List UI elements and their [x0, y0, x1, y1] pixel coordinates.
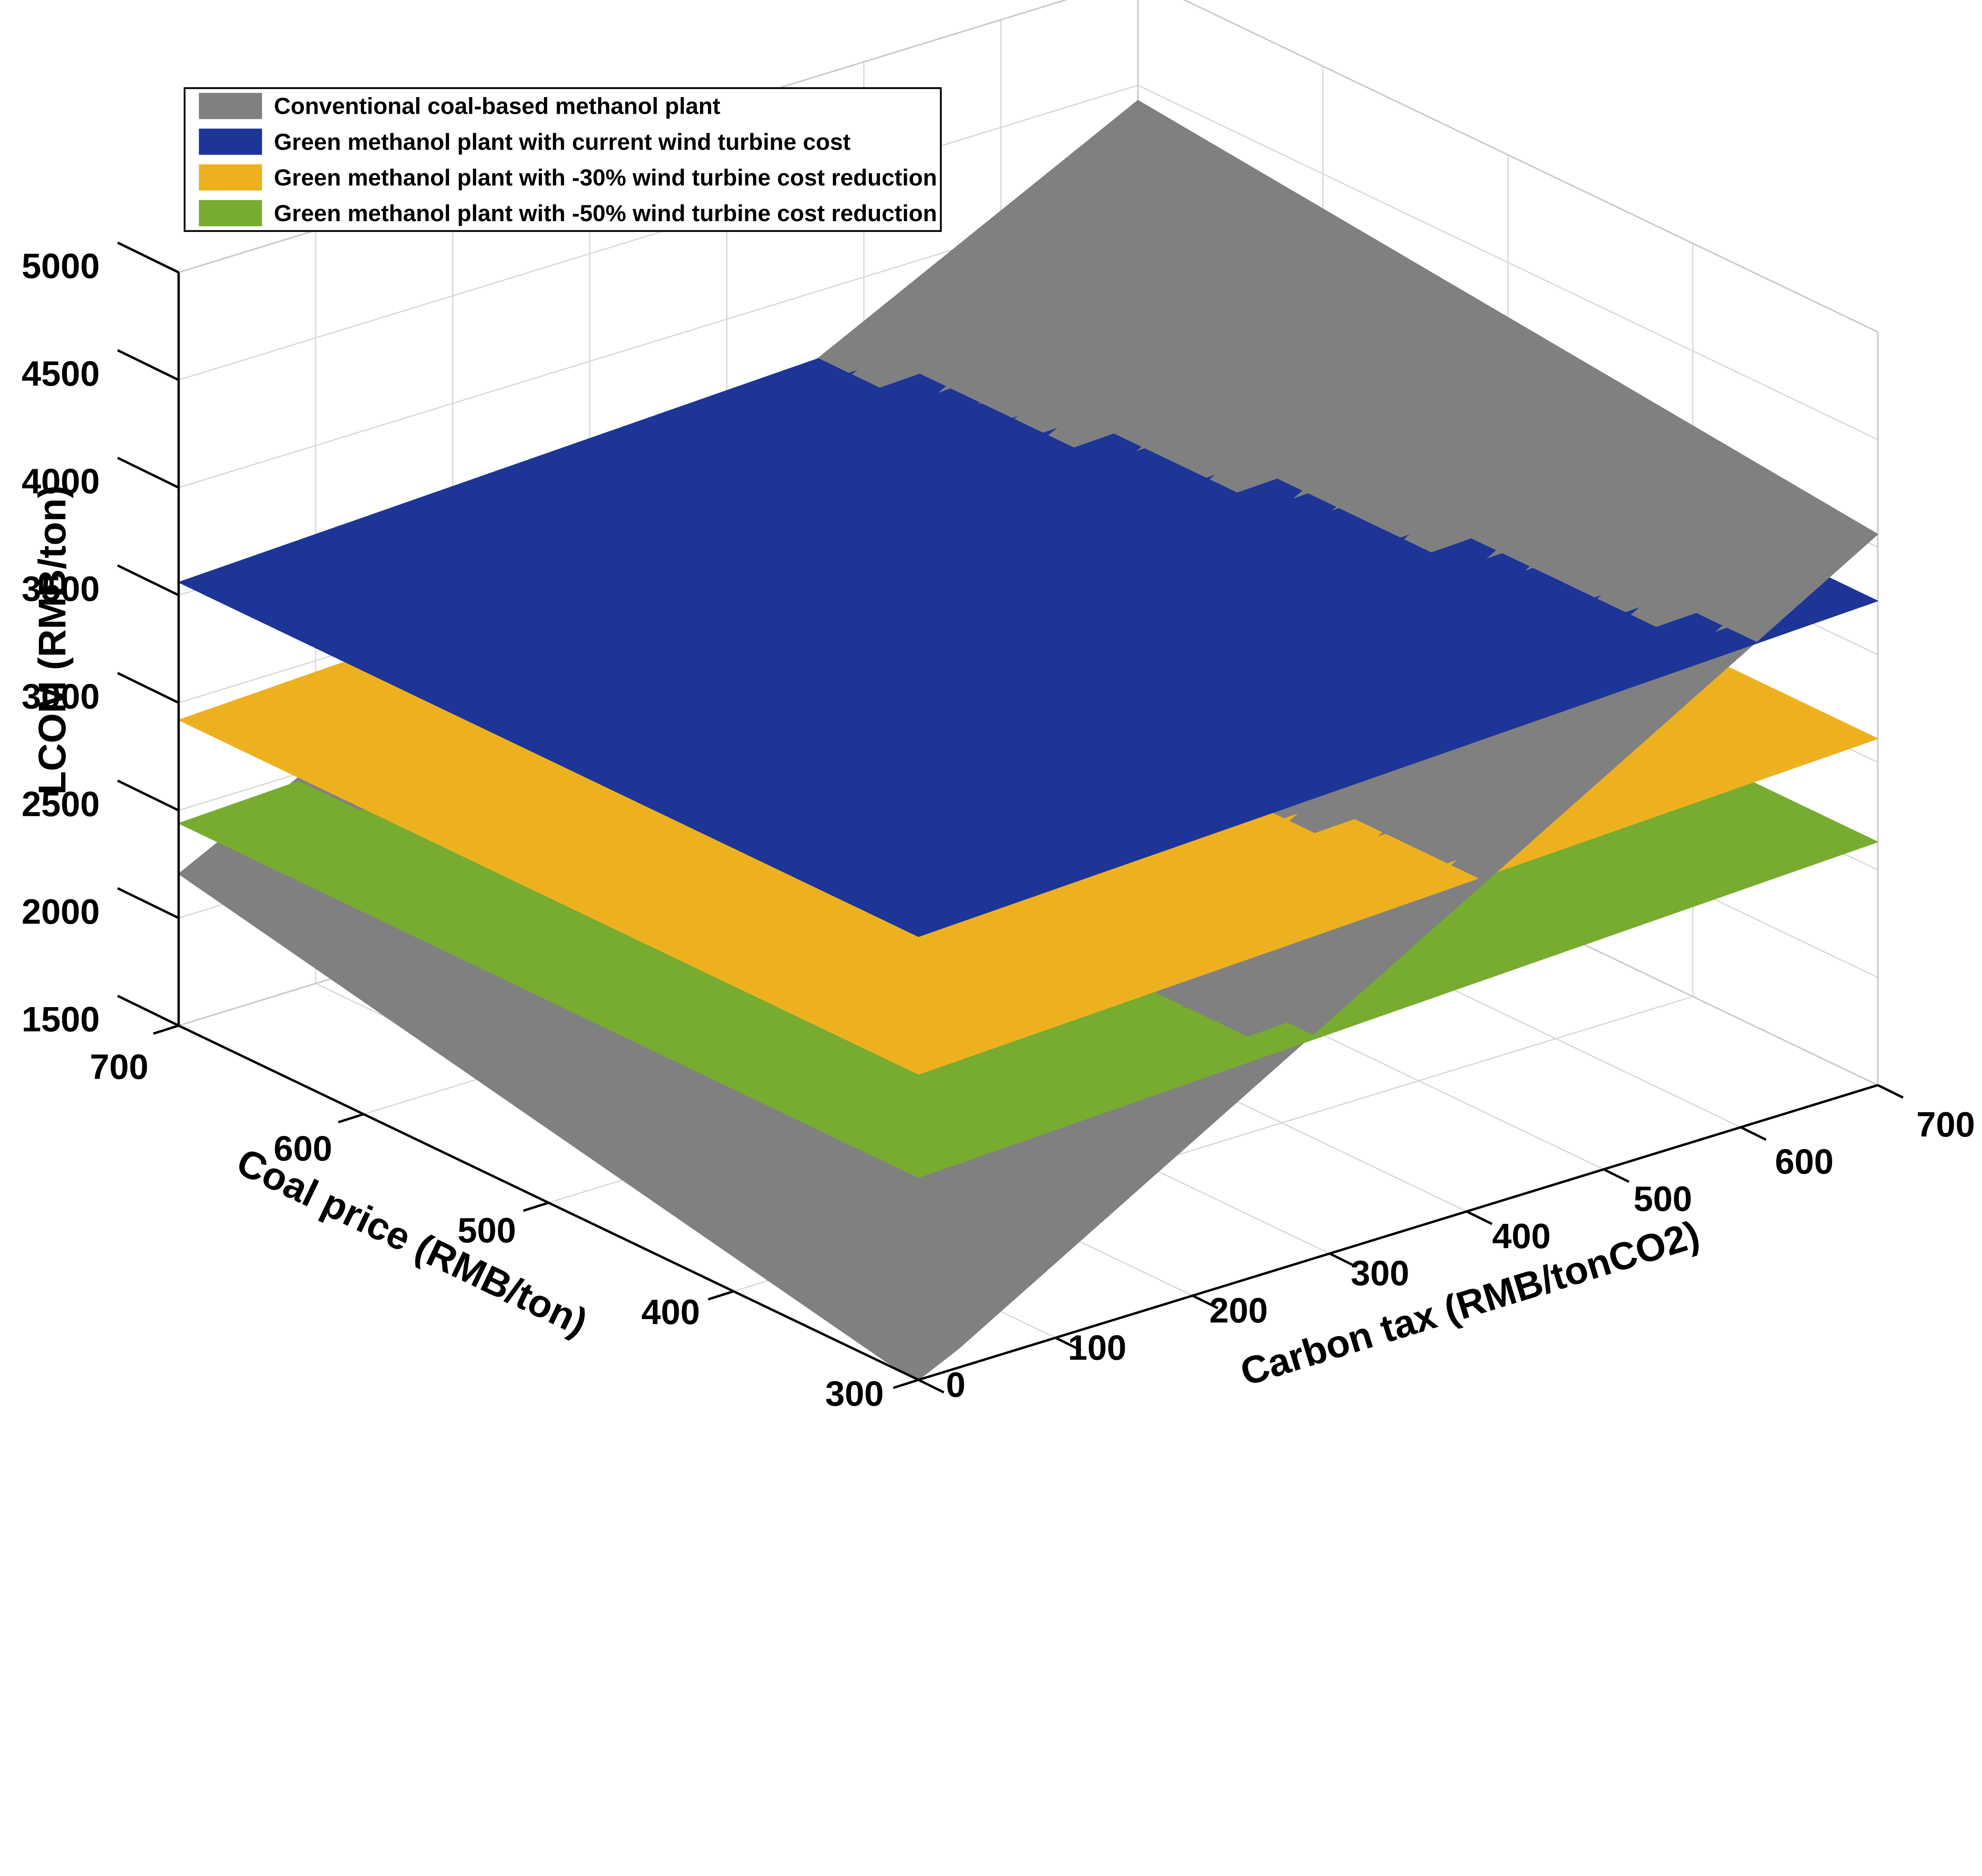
surface-patch: [887, 1045, 959, 1075]
grid-line: [918, 1084, 1878, 1381]
tick-label: 5000: [21, 247, 99, 286]
grid-line: [1182, 0, 1878, 333]
tick-label: 0: [946, 1365, 965, 1404]
grid-line: [117, 564, 179, 597]
legend-item-label: Green methanol plant with current wind t…: [274, 129, 851, 155]
grid-line: [178, 84, 1138, 381]
legend-item-label: Green methanol plant with -50% wind turb…: [274, 201, 937, 226]
grid-line: [1740, 1126, 1767, 1141]
tick-label: 200: [1209, 1291, 1268, 1330]
x-axis-title: Carbon tax (RMB/tonCO2): [1236, 1212, 1705, 1394]
tick-label: 700: [90, 1047, 149, 1086]
tick-label: 500: [457, 1211, 516, 1250]
tick-label: 1500: [21, 1000, 99, 1039]
tick-label: 400: [1492, 1216, 1551, 1256]
tick-label: 600: [274, 1129, 332, 1168]
tick-label: 2500: [21, 784, 99, 824]
grid-line: [117, 887, 179, 919]
legend-swatch: [199, 200, 262, 226]
grid-line: [523, 1201, 549, 1212]
surface-plot: 0 100 200 300 400 500 600 700 300 400 500 600 700 150…: [21, 0, 1975, 1409]
grid-line: [117, 672, 179, 704]
grid-line: [117, 779, 179, 812]
tick-label: 300: [1351, 1254, 1409, 1293]
legend-item-label: Conventional coal-based methanol plant: [274, 94, 720, 119]
grid-line: [1329, 1252, 1356, 1267]
tick-label: 400: [641, 1292, 700, 1331]
tick-label: 3000: [21, 677, 99, 716]
grid-line: [1055, 1337, 1081, 1352]
tick-label: 100: [1068, 1328, 1127, 1367]
tick-label: 600: [1775, 1142, 1834, 1181]
grid-line: [1138, 84, 1878, 440]
grid-line: [918, 1379, 945, 1394]
grid-line: [117, 994, 179, 1027]
legend-box: [184, 87, 942, 232]
z-axis-title: LCOM (RMB/ton): [31, 485, 74, 795]
figure-canvas: 0 100 200 300 400 500 600 700 300 400 500 600 700 150…: [21, 0, 1975, 1409]
surfaces: [178, 100, 1879, 1381]
surface-patch: [887, 1148, 959, 1178]
tick-label: 300: [825, 1374, 884, 1409]
legend: Conventional coal-based methanol plant Gr…: [184, 87, 942, 232]
grid-line: [117, 349, 179, 381]
tick-label: 4500: [21, 354, 99, 393]
tick-label: 500: [1634, 1179, 1692, 1218]
y-axis-title: Coal price (RMB/ton): [230, 1140, 594, 1344]
legend-swatch: [199, 128, 262, 155]
surface-patch: [887, 907, 959, 937]
grid-line: [708, 1290, 734, 1300]
grid-line: [1603, 1168, 1630, 1183]
grid-line: [153, 1024, 179, 1035]
tick-label: 3500: [21, 569, 99, 608]
tick-label: 2000: [21, 892, 99, 931]
grid-line: [1877, 1084, 1904, 1099]
tick-label: 700: [1916, 1105, 1975, 1144]
grid-line: [1466, 1210, 1493, 1225]
grid-line: [1192, 1295, 1219, 1310]
tick-label: 4000: [21, 461, 99, 501]
grid-line: [117, 241, 179, 273]
grid-line: [338, 1113, 364, 1124]
surface-patch: [887, 1327, 959, 1381]
legend-swatch: [199, 164, 262, 191]
axis-rulers: 0 100 200 300 400 500 600 700 300 400 500 600 700 150…: [21, 241, 1975, 1409]
legend-item-label: Green methanol plant with -30% wind turb…: [274, 165, 937, 191]
grid-line: [893, 1379, 919, 1389]
legend-swatch: [199, 93, 262, 119]
grid-line: [117, 457, 179, 489]
